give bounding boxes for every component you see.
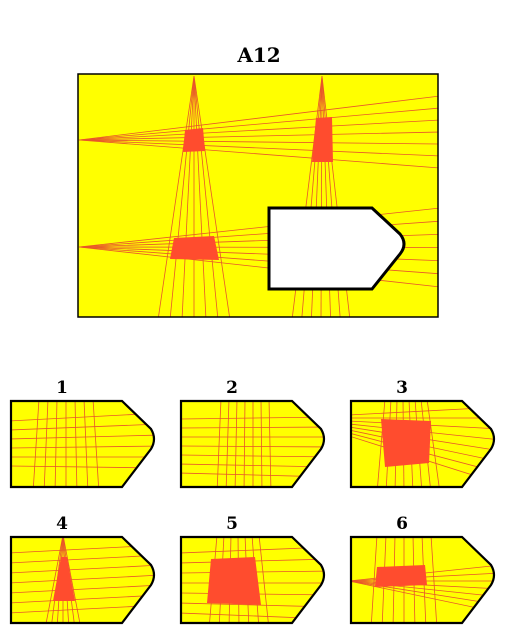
vertical-ray (44, 537, 64, 623)
horizontal-ray (181, 416, 324, 420)
horizontal-ray (351, 580, 494, 606)
option-label: 4 (56, 514, 68, 534)
vertical-ray (376, 401, 386, 487)
horizontal-ray (78, 139, 438, 157)
vertical-ray (169, 75, 195, 317)
answer-option-2[interactable]: 2 (179, 378, 331, 493)
option-label: 1 (56, 378, 68, 398)
horizontal-ray (11, 434, 154, 440)
horizontal-ray (181, 454, 324, 458)
horizontal-ray (11, 584, 154, 594)
option-label: 6 (396, 514, 408, 534)
overlap-region (375, 565, 427, 587)
answer-options: 1 2 3 4 5 6 (9, 378, 501, 627)
option-pattern (11, 401, 154, 487)
missing-piece-blank (267, 206, 406, 291)
horizontal-ray (78, 131, 438, 141)
vertical-ray (430, 537, 438, 623)
vertical-ray (243, 401, 246, 487)
vertical-ray (32, 401, 40, 487)
option-pattern (181, 401, 324, 487)
overlap-region-top-left (183, 128, 205, 152)
main-pattern (77, 73, 439, 318)
vertical-ray (193, 75, 219, 317)
horizontal-ray (78, 95, 438, 141)
option-pattern (181, 537, 324, 623)
overlap-region (381, 419, 431, 467)
vertical-ray (234, 401, 238, 487)
horizontal-ray (78, 139, 438, 145)
option-pattern (11, 537, 154, 623)
vertical-ray (92, 401, 100, 487)
option-label: 2 (226, 378, 238, 398)
vertical-ray (158, 75, 195, 317)
answer-option-1[interactable]: 1 (9, 378, 161, 493)
option-outline (349, 535, 496, 625)
vertical-ray (43, 401, 49, 487)
vertical-ray (370, 537, 378, 623)
vertical-ray (426, 401, 441, 487)
vertical-ray (225, 401, 230, 487)
horizontal-ray (181, 426, 324, 429)
horizontal-ray (78, 119, 438, 141)
vertical-ray (193, 75, 207, 317)
overlap-region (207, 557, 261, 605)
horizontal-ray (11, 445, 154, 449)
horizontal-ray (181, 445, 324, 448)
horizontal-ray (181, 463, 324, 468)
option-outline (9, 535, 156, 625)
horizontal-ray (11, 564, 154, 574)
vertical-ray (260, 401, 263, 487)
option-outline (349, 399, 496, 489)
puzzle-title: A12 (236, 43, 280, 67)
option-pattern (351, 401, 494, 487)
vertical-ray (268, 401, 272, 487)
answer-option-5[interactable]: 5 (179, 514, 331, 627)
overlap-region (53, 557, 75, 601)
answer-option-6[interactable]: 6 (349, 514, 501, 627)
vertical-ray (83, 401, 89, 487)
vertical-ray (181, 75, 195, 317)
vertical-ray (258, 537, 270, 623)
vertical-ray (216, 401, 222, 487)
horizontal-ray (11, 554, 154, 564)
option-outline (179, 535, 326, 625)
horizontal-ray (351, 580, 494, 598)
option-outline (9, 399, 156, 489)
vertical-ray (193, 75, 230, 317)
vertical-ray (74, 401, 78, 487)
answer-option-4[interactable]: 4 (9, 514, 161, 627)
overlap-region-bottom-left (170, 236, 219, 260)
horizontal-ray (11, 594, 154, 604)
overlap-region-top-right (312, 117, 333, 162)
option-label: 5 (226, 514, 238, 534)
horizontal-ray (78, 139, 438, 169)
horizontal-ray (78, 107, 438, 141)
vertical-ray (62, 537, 82, 623)
answer-option-3[interactable]: 3 (349, 378, 501, 493)
option-outline (179, 399, 326, 489)
option-label: 3 (396, 378, 408, 398)
vertical-ray (54, 401, 58, 487)
horizontal-ray (11, 574, 154, 584)
option-pattern (351, 537, 494, 623)
